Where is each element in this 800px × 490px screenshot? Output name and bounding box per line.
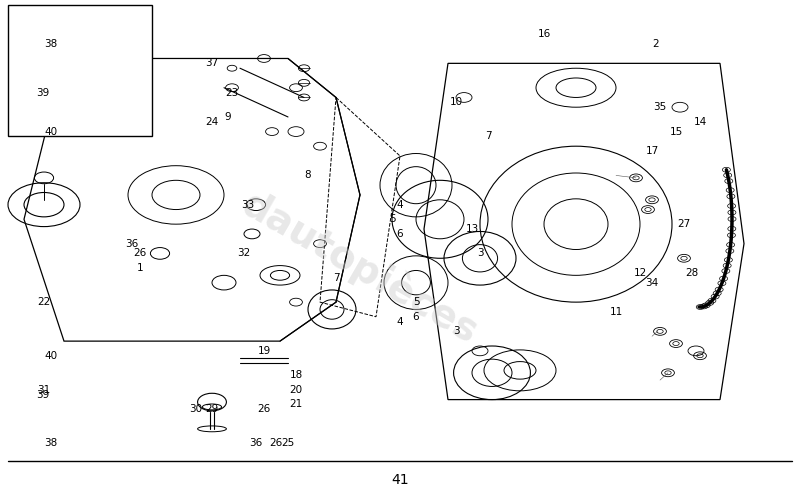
Text: 5: 5 [413,297,419,307]
Text: 15: 15 [670,126,682,137]
Text: 3: 3 [477,248,483,258]
Text: 38: 38 [44,439,58,448]
Text: 17: 17 [646,146,658,156]
Text: 9: 9 [225,112,231,122]
Text: 37: 37 [206,58,218,68]
Text: 33: 33 [242,199,254,210]
Text: 40: 40 [44,351,57,361]
Text: 12: 12 [634,268,646,278]
Text: 1: 1 [137,263,143,273]
Text: 6: 6 [397,229,403,239]
Text: 13: 13 [466,224,478,234]
Text: 11: 11 [610,307,622,317]
Text: 23: 23 [226,88,238,98]
Text: 27: 27 [678,219,690,229]
Text: 4: 4 [397,317,403,327]
Text: 14: 14 [694,117,706,127]
Text: 25: 25 [282,439,294,448]
Text: 39: 39 [36,88,50,98]
Text: 2: 2 [653,39,659,49]
Text: 30: 30 [190,404,202,415]
Text: 26: 26 [134,248,146,258]
Text: 41: 41 [391,473,409,487]
Text: 22: 22 [38,297,50,307]
Text: 6: 6 [413,312,419,322]
Text: 16: 16 [538,29,550,39]
Text: 7: 7 [485,131,491,142]
Text: 26: 26 [258,404,270,415]
Text: 19: 19 [258,346,270,356]
Text: 34: 34 [646,278,658,288]
Text: 29: 29 [206,404,218,415]
Text: 36: 36 [250,439,262,448]
Text: 4: 4 [397,199,403,210]
Text: 38: 38 [44,39,58,49]
Text: 3: 3 [453,326,459,336]
Text: 36: 36 [126,239,138,248]
Text: 10: 10 [450,98,462,107]
Text: 18: 18 [290,370,302,380]
Text: 35: 35 [654,102,666,112]
Text: 32: 32 [238,248,250,258]
Text: 26: 26 [270,439,282,448]
Text: 39: 39 [36,390,50,400]
Text: 5: 5 [389,214,395,224]
Text: 8: 8 [305,171,311,180]
Bar [8,5,152,136]
Text: 40: 40 [44,126,57,137]
Text: 20: 20 [290,385,302,395]
Text: dautopièces: dautopièces [234,184,486,352]
Text: 24: 24 [206,117,218,127]
Text: 21: 21 [290,399,302,410]
Text: 7: 7 [333,273,339,283]
Text: 31: 31 [38,385,50,395]
Text: 28: 28 [686,268,698,278]
